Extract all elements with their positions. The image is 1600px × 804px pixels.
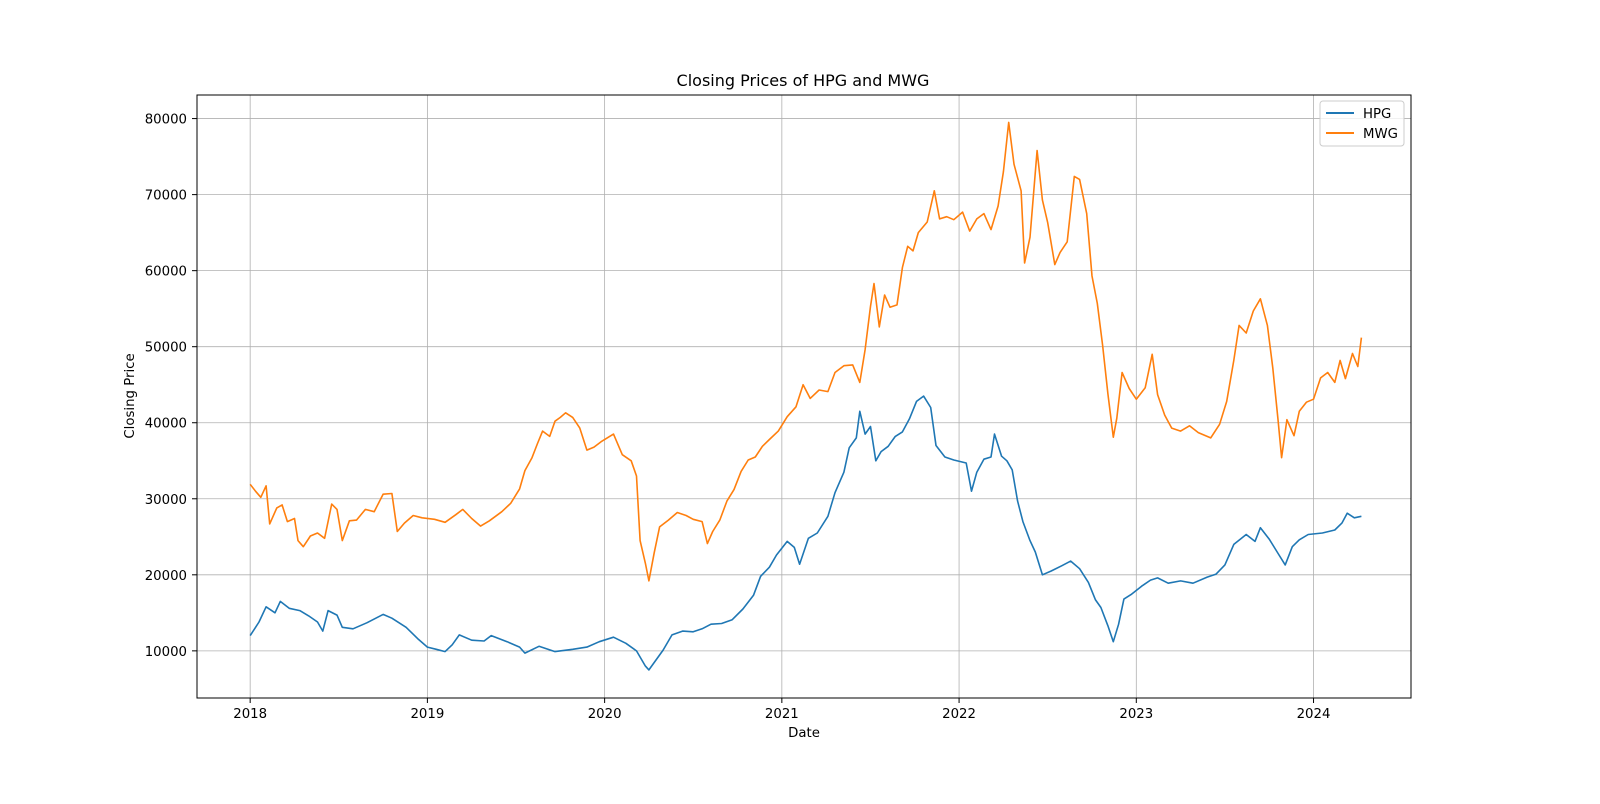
x-tick-label: 2019 [410, 707, 444, 722]
series-line-hpg [249, 395, 1362, 671]
x-axis-label: Date [788, 726, 820, 741]
legend-label-hpg: HPG [1363, 107, 1391, 122]
x-tick-label: 2022 [942, 707, 976, 722]
y-axis-label: Closing Price [123, 353, 138, 438]
x-tick-label: 2018 [233, 707, 267, 722]
y-tick-label: 20000 [145, 569, 187, 584]
grid-lines [197, 95, 1411, 698]
x-tick-label: 2021 [765, 707, 799, 722]
series-line-mwg [249, 121, 1363, 582]
y-tick-label: 30000 [145, 493, 187, 508]
chart-title: Closing Prices of HPG and MWG [677, 71, 930, 90]
legend-label-mwg: MWG [1363, 127, 1398, 142]
y-tick-label: 70000 [145, 189, 187, 204]
x-tick-label: 2024 [1297, 707, 1331, 722]
x-tick-label: 2023 [1119, 707, 1153, 722]
y-tick-label: 80000 [145, 113, 187, 128]
x-tick-label: 2020 [588, 707, 622, 722]
x-axis: 2018 2019 2020 2021 2022 2023 2024 [233, 698, 1330, 722]
y-tick-label: 10000 [145, 645, 187, 660]
plot-frame [196, 94, 1412, 699]
y-axis: 10000 20000 30000 40000 50000 60000 70000 80000 [145, 113, 197, 660]
y-tick-label: 60000 [145, 265, 187, 280]
series-layer [249, 121, 1363, 671]
y-tick-label: 50000 [145, 341, 187, 356]
legend: HPG MWG [1319, 100, 1405, 147]
y-tick-label: 40000 [145, 417, 187, 432]
